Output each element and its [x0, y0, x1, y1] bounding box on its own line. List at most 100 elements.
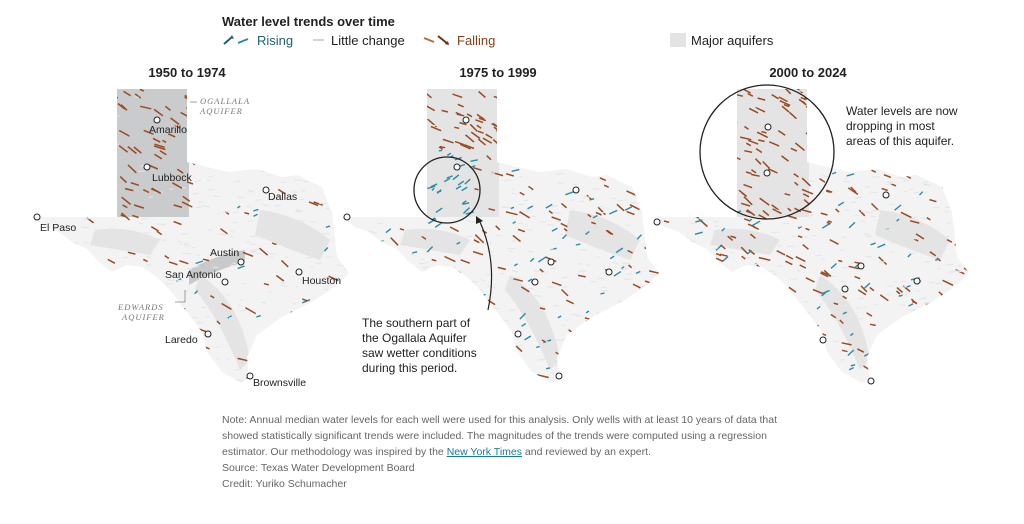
trend-mark	[194, 152, 202, 155]
trend-mark	[122, 234, 129, 238]
trend-mark	[719, 253, 728, 257]
trend-mark	[274, 356, 285, 362]
callout-arrow-icon	[476, 216, 483, 224]
trend-mark	[512, 94, 520, 97]
trend-mark	[812, 288, 824, 295]
trend-mark	[103, 381, 111, 383]
trend-mark	[352, 264, 358, 267]
nyt-link[interactable]: New York Times	[446, 446, 522, 458]
trend-mark	[816, 375, 824, 378]
trend-mark	[809, 214, 814, 217]
trend-mark	[32, 360, 37, 364]
trend-mark	[487, 369, 497, 378]
trend-mark	[745, 142, 752, 147]
trend-mark	[366, 158, 374, 161]
trend-mark	[462, 202, 470, 205]
trend-mark	[724, 159, 736, 164]
trend-mark	[394, 199, 401, 204]
trend-mark	[363, 284, 369, 288]
trend-mark	[695, 373, 703, 376]
trend-mark	[967, 132, 969, 142]
trend-mark	[758, 256, 771, 262]
trend-mark	[941, 186, 953, 191]
trend-mark	[668, 331, 673, 334]
trend-mark	[106, 347, 115, 350]
trend-mark	[478, 90, 486, 98]
trend-mark	[781, 373, 788, 378]
trend-mark	[144, 284, 153, 287]
trend-mark	[154, 339, 164, 345]
trend-mark	[842, 385, 847, 386]
trend-mark	[512, 103, 519, 106]
trend-mark	[552, 304, 559, 307]
trend-mark	[924, 260, 931, 263]
trend-mark	[186, 181, 194, 185]
trend-mark	[541, 339, 546, 343]
trend-mark	[280, 281, 286, 284]
trend-mark	[787, 215, 797, 220]
trend-mark	[665, 336, 672, 342]
trend-mark	[477, 211, 486, 214]
trend-mark	[718, 326, 728, 331]
trend-mark	[73, 286, 81, 290]
trend-mark	[798, 98, 807, 105]
trend-mark	[649, 371, 656, 377]
trend-mark	[304, 169, 312, 172]
trend-mark	[293, 311, 302, 315]
trend-mark	[546, 286, 554, 288]
trend-mark	[117, 228, 122, 231]
trend-mark	[842, 295, 847, 300]
trend-mark	[929, 368, 936, 373]
trend-mark	[664, 282, 669, 285]
trend-mark	[256, 314, 261, 318]
trend-mark	[974, 89, 981, 93]
trend-mark	[658, 338, 668, 343]
trend-mark	[32, 199, 42, 208]
trend-mark	[584, 330, 594, 338]
trend-mark	[263, 282, 270, 286]
trend-mark	[836, 89, 843, 90]
trend-mark	[665, 174, 676, 180]
trend-mark	[595, 211, 602, 216]
trend-mark	[755, 147, 763, 154]
trend-mark	[677, 184, 684, 188]
trend-mark	[232, 262, 237, 264]
trend-mark	[233, 180, 241, 183]
trend-mark	[605, 112, 611, 115]
trend-mark	[525, 228, 534, 231]
trend-mark	[836, 143, 846, 152]
trend-mark	[705, 209, 710, 213]
trend-mark	[957, 97, 966, 102]
trend-mark	[690, 121, 699, 128]
trend-mark	[762, 160, 771, 170]
trend-mark	[597, 206, 606, 216]
trend-mark	[438, 149, 443, 152]
trend-mark	[820, 271, 832, 277]
trend-mark	[729, 117, 738, 120]
trend-mark	[683, 354, 692, 361]
trend-mark	[249, 141, 254, 145]
trend-mark	[820, 147, 828, 150]
trend-mark	[811, 365, 821, 372]
trend-mark	[386, 311, 394, 314]
trend-mark	[888, 157, 897, 164]
trend-mark	[67, 115, 77, 119]
trend-mark	[572, 118, 579, 120]
trend-mark	[656, 365, 659, 371]
trend-mark	[582, 362, 588, 367]
trend-mark	[624, 206, 633, 211]
trend-mark	[953, 183, 961, 187]
trend-mark	[246, 147, 252, 149]
trend-mark	[424, 269, 431, 272]
trend-mark	[904, 190, 908, 193]
trend-mark	[447, 297, 456, 305]
note-text: Note: Annual median water levels for eac…	[222, 412, 782, 460]
trend-mark	[663, 95, 671, 98]
trend-mark	[658, 316, 664, 318]
trend-mark	[250, 250, 256, 253]
trend-mark	[431, 258, 437, 262]
trend-mark	[652, 284, 659, 289]
trend-mark	[663, 317, 671, 318]
trend-mark	[302, 298, 308, 302]
trend-mark	[329, 206, 337, 209]
